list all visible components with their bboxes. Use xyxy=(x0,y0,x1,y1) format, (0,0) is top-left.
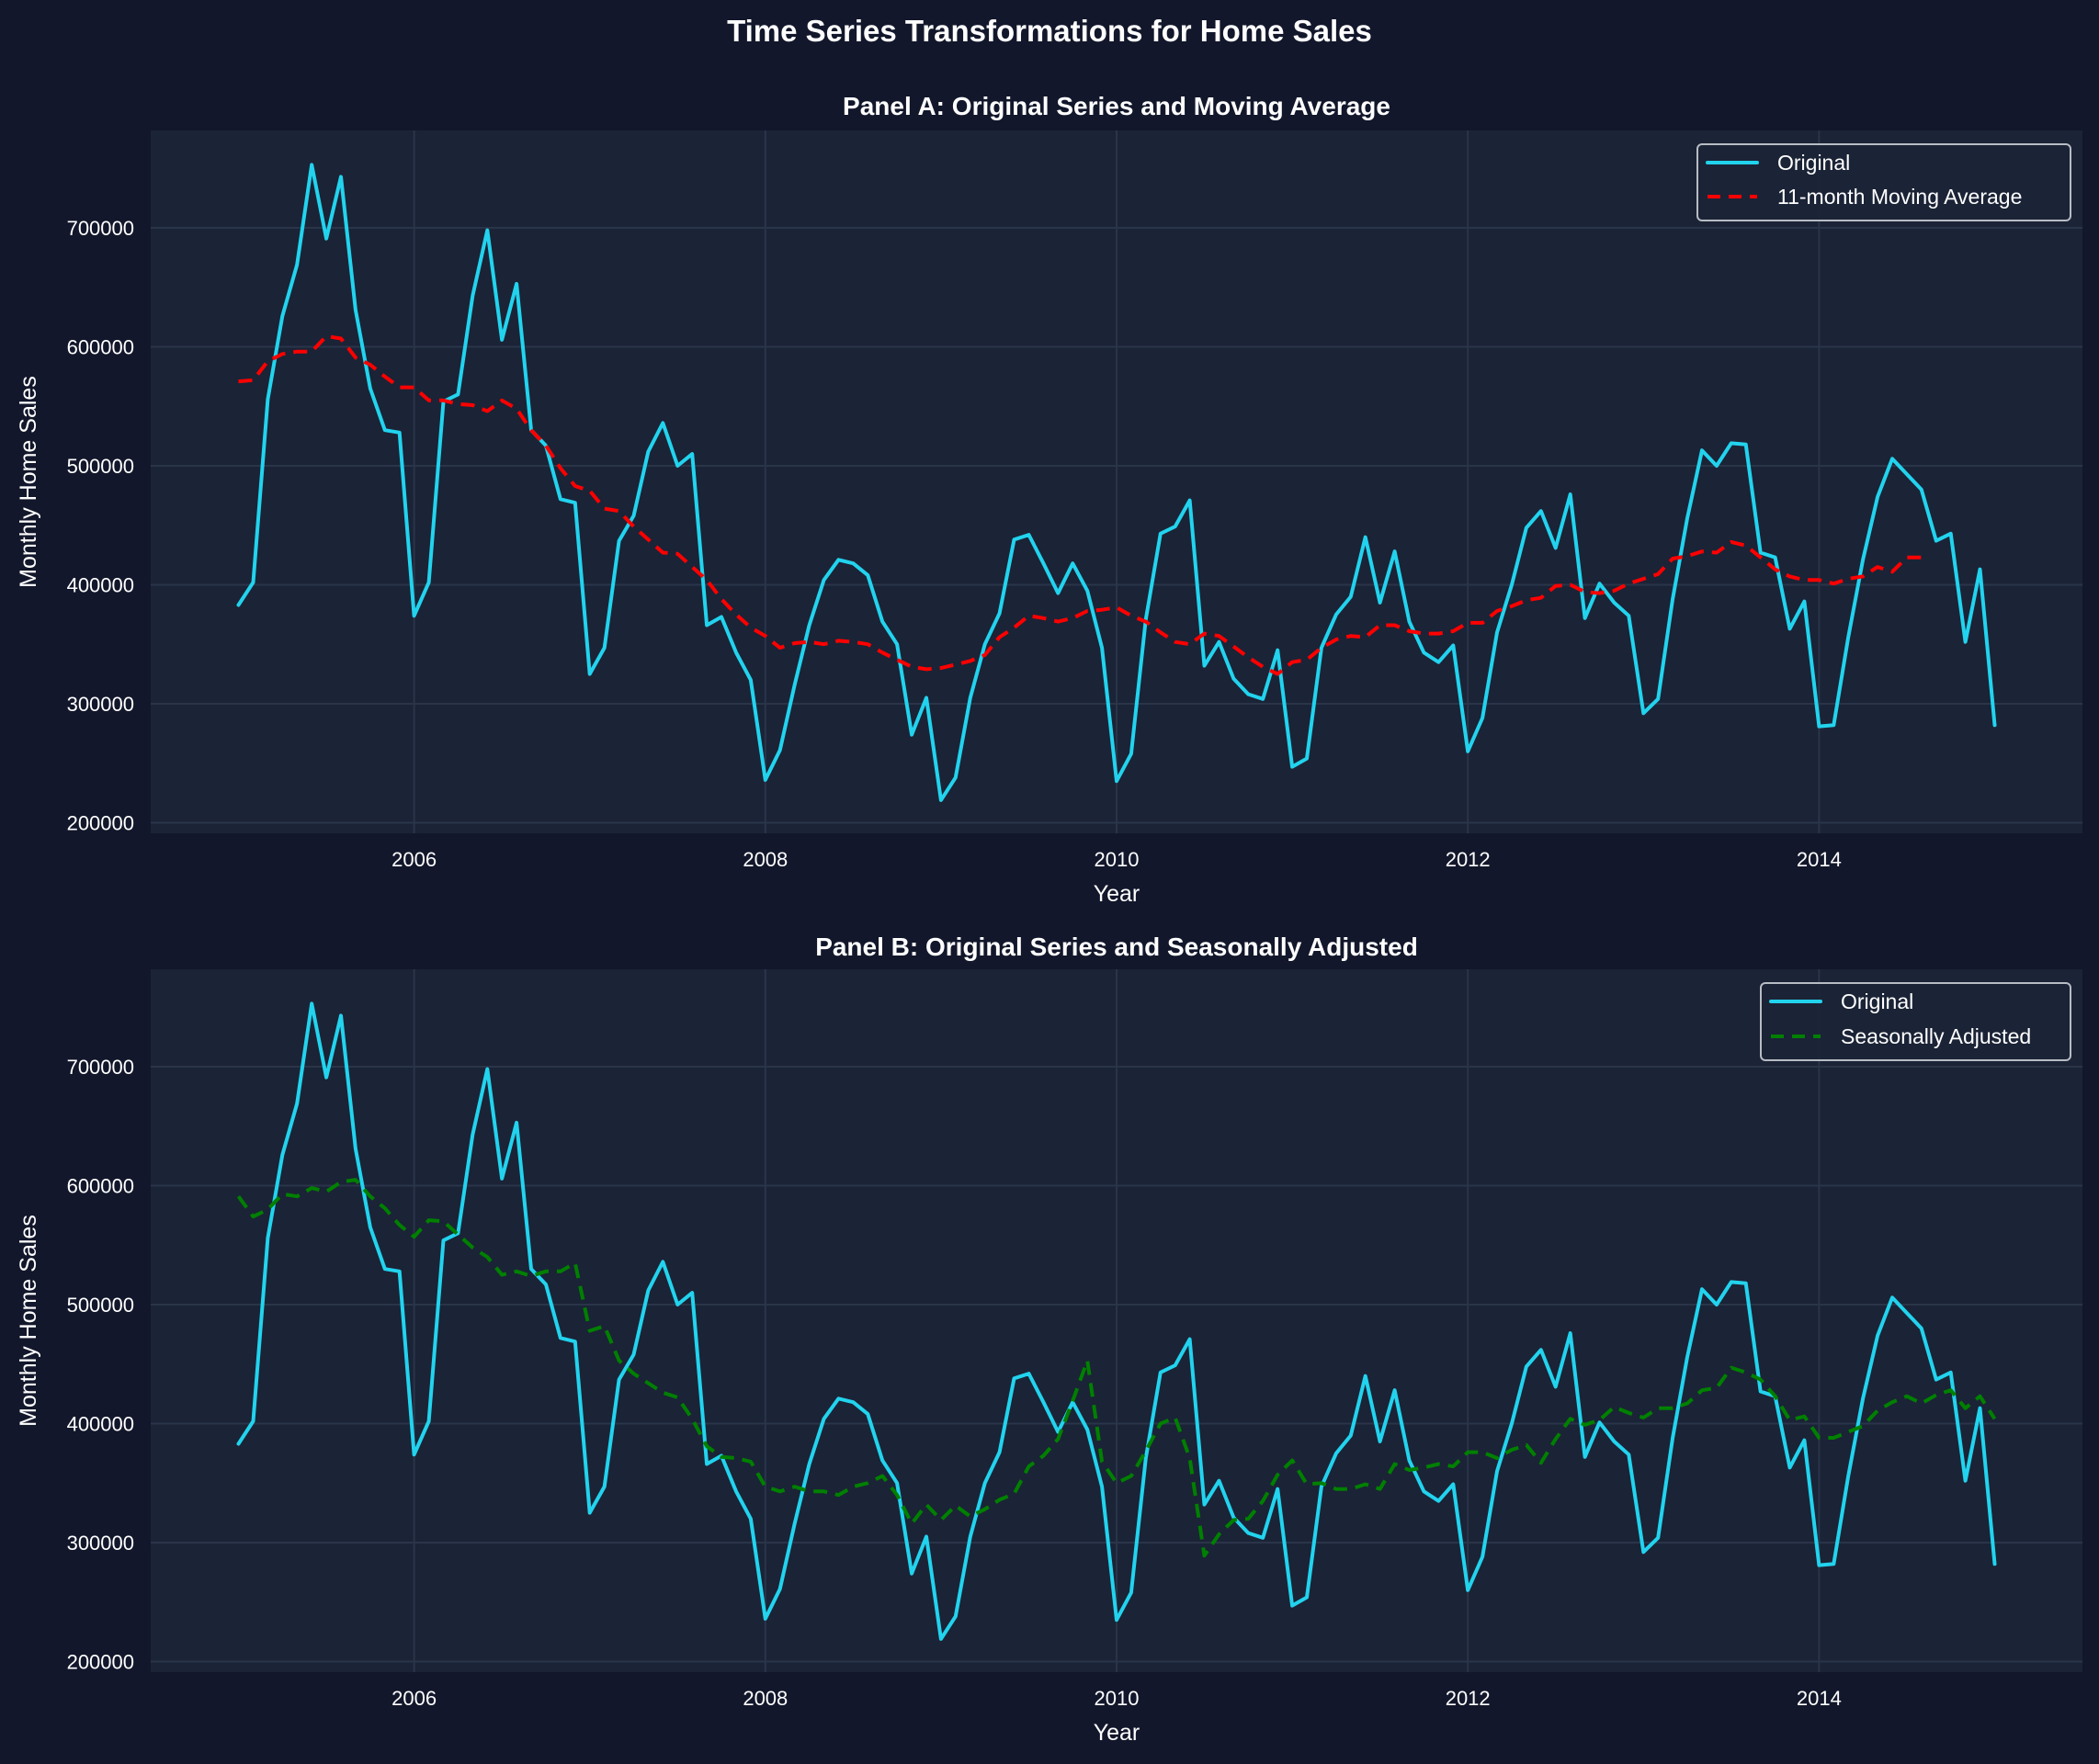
panel-a-y-tick-label: 200000 xyxy=(67,811,134,834)
panel-a-x-tick-label: 2014 xyxy=(1797,848,1842,871)
panel-b-x-tick-label: 2008 xyxy=(743,1687,788,1710)
panel-a-x-axis-label: Year xyxy=(1094,881,1140,907)
panel-a-x-tick-label: 2012 xyxy=(1446,848,1491,871)
panel-b-x-tick-label: 2012 xyxy=(1446,1687,1491,1710)
panel-a-title: Panel A: Original Series and Moving Aver… xyxy=(843,92,1390,120)
panel-b-y-tick-label: 300000 xyxy=(67,1532,134,1555)
panel-b-x-axis-label: Year xyxy=(1094,1720,1140,1746)
panel-b-y-tick-label: 600000 xyxy=(67,1175,134,1198)
panel-a-y-tick-label: 600000 xyxy=(67,336,134,359)
panel-b-y-ticks: 200000 300000 400000 500000 600000 700000 xyxy=(67,1056,134,1673)
panel-a-grid xyxy=(151,130,2082,833)
panel-a-y-axis-label: Monthly Home Sales xyxy=(16,376,41,588)
panel-a-x-tick-label: 2006 xyxy=(391,848,437,871)
panel-a-legend-label-original: Original xyxy=(1777,151,1850,175)
panel-a-x-ticks: 2006 2008 2010 2012 2014 xyxy=(391,848,1842,871)
panel-b-y-axis-label: Monthly Home Sales xyxy=(16,1215,41,1427)
panel-a-y-tick-label: 700000 xyxy=(67,217,134,240)
panel-b-x-tick-label: 2014 xyxy=(1797,1687,1842,1710)
panel-b-series-original xyxy=(236,1001,1997,1641)
panel-a-series-11-month-moving-average xyxy=(238,334,1922,676)
panel-b-x-ticks: 2006 2008 2010 2012 2014 xyxy=(391,1687,1842,1710)
panel-b-title: Panel B: Original Series and Seasonally … xyxy=(815,933,1418,961)
panel-a-y-tick-label: 400000 xyxy=(67,574,134,597)
panel-a-y-tick-label: 300000 xyxy=(67,693,134,716)
panel-a: Panel A: Original Series and Moving Aver… xyxy=(16,92,2082,907)
panel-b-grid xyxy=(151,969,2082,1672)
panel-a-y-tick-label: 500000 xyxy=(67,455,134,478)
panel-a-x-tick-label: 2010 xyxy=(1095,848,1140,871)
panel-b-x-tick-label: 2006 xyxy=(391,1687,437,1710)
panel-a-legend-box xyxy=(1696,143,2071,221)
panel-b-x-tick-label: 2010 xyxy=(1095,1687,1140,1710)
panel-b-y-tick-label: 500000 xyxy=(67,1294,134,1317)
panel-b-legend-box xyxy=(1760,982,2071,1061)
panel-b-legend-label-seasonally-adjusted: Seasonally Adjusted xyxy=(1841,1024,2031,1048)
panel-b-y-tick-label: 400000 xyxy=(67,1413,134,1436)
panel-a-legend-label-moving-average: 11-month Moving Average xyxy=(1777,185,2022,209)
panel-b: Panel B: Original Series and Seasonally … xyxy=(16,933,2082,1746)
panel-b-lines xyxy=(236,1001,1997,1641)
panel-a-legend: Original 11-month Moving Average xyxy=(1696,143,2071,221)
panel-b-series-seasonally-adjusted xyxy=(236,1178,1997,1558)
panel-a-lines xyxy=(236,163,1997,802)
panel-a-y-ticks: 200000 300000 400000 500000 600000 700000 xyxy=(67,217,134,834)
panel-a-x-tick-label: 2008 xyxy=(743,848,788,871)
panel-b-legend: Original Seasonally Adjusted xyxy=(1760,982,2071,1061)
panel-b-y-tick-label: 700000 xyxy=(67,1056,134,1079)
panel-b-legend-label-original: Original xyxy=(1841,989,1913,1013)
figure-title: Time Series Transformations for Home Sal… xyxy=(727,14,1372,48)
panel-b-y-tick-label: 200000 xyxy=(67,1650,134,1673)
